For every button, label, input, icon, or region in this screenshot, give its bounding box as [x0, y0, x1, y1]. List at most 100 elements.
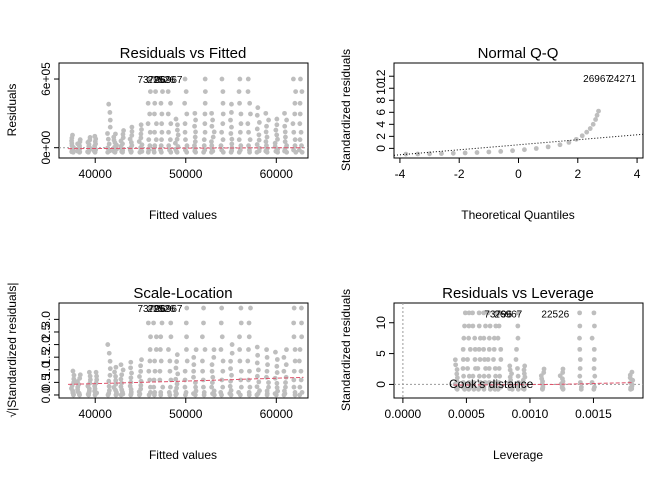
data-point	[145, 121, 151, 127]
data-point	[120, 135, 126, 141]
data-point	[147, 129, 153, 135]
y-tick-label: 8	[374, 97, 388, 104]
data-point	[167, 137, 173, 143]
data-point	[274, 122, 280, 128]
data-point	[113, 374, 118, 379]
data-point	[159, 121, 165, 127]
data-point	[491, 335, 497, 341]
data-point	[127, 136, 133, 142]
data-point	[160, 89, 165, 95]
data-point	[254, 112, 260, 118]
data-point	[147, 377, 153, 383]
data-point	[113, 378, 119, 383]
y-tick-label: 10	[374, 316, 388, 330]
data-point	[284, 117, 290, 123]
data-point	[236, 389, 242, 395]
data-point	[218, 347, 224, 352]
data-point	[220, 137, 226, 143]
data-point	[238, 368, 244, 374]
data-point	[541, 370, 547, 375]
data-point	[112, 369, 117, 375]
data-point	[77, 137, 83, 143]
data-point	[454, 367, 460, 372]
data-point	[145, 320, 151, 326]
data-point	[219, 305, 225, 311]
data-point	[238, 320, 244, 326]
data-point	[466, 373, 472, 379]
data-point	[266, 384, 271, 390]
data-point	[184, 111, 190, 117]
data-point	[590, 121, 596, 127]
data-point	[136, 139, 142, 144]
data-point	[237, 129, 243, 135]
data-point	[516, 380, 521, 385]
data-point	[218, 143, 224, 149]
data-point	[182, 76, 188, 82]
cooks-distance-label: Cook's distance	[449, 377, 534, 391]
data-point	[158, 334, 164, 340]
data-point	[113, 131, 118, 137]
data-point	[496, 380, 502, 385]
data-point	[118, 376, 124, 382]
data-point	[220, 100, 226, 106]
data-point	[211, 355, 217, 360]
outlier-point-label: 22526	[541, 309, 569, 320]
data-point	[151, 384, 157, 390]
data-point	[220, 358, 226, 364]
data-point	[247, 147, 252, 153]
data-point	[403, 151, 409, 157]
data-point	[560, 366, 566, 372]
data-point	[299, 389, 305, 395]
data-point	[71, 380, 77, 385]
data-point	[515, 335, 521, 341]
data-point	[478, 380, 483, 385]
data-point	[482, 380, 488, 385]
data-point	[152, 111, 157, 117]
y-axis-label: Residuals	[5, 84, 19, 137]
data-point	[184, 334, 189, 340]
data-point	[296, 358, 302, 364]
data-point	[220, 89, 226, 95]
data-point	[291, 147, 296, 153]
data-point	[200, 368, 206, 374]
data-point	[107, 366, 113, 372]
data-point	[291, 129, 297, 135]
data-point	[128, 365, 134, 371]
outlier-point-label: 73796	[137, 304, 165, 315]
y-tick-label: 0e+00	[39, 131, 53, 165]
data-point	[470, 373, 476, 379]
data-point	[246, 320, 252, 326]
data-point	[283, 362, 289, 368]
data-point	[254, 360, 260, 366]
y-tick-label: 10	[374, 81, 388, 95]
data-point	[158, 147, 164, 153]
data-point	[168, 100, 173, 106]
data-point	[254, 373, 260, 379]
data-point	[168, 334, 174, 340]
data-point	[255, 367, 261, 373]
data-point	[238, 143, 244, 149]
data-point	[106, 141, 112, 147]
data-point	[193, 129, 198, 135]
data-point	[454, 378, 460, 384]
data-point	[129, 370, 134, 376]
data-point	[229, 124, 234, 130]
data-point	[466, 335, 472, 341]
data-point	[219, 129, 225, 135]
data-point	[493, 373, 499, 379]
data-point	[486, 149, 492, 155]
data-point	[566, 139, 572, 145]
data-point	[245, 121, 251, 127]
data-point	[238, 111, 244, 117]
data-point	[146, 368, 152, 374]
data-point	[274, 357, 280, 362]
y-tick-label: 2.0	[39, 336, 53, 353]
data-point	[229, 110, 234, 115]
data-point	[256, 132, 262, 138]
data-point	[247, 384, 253, 390]
plot-frame	[58, 62, 309, 159]
data-point	[450, 150, 456, 156]
data-point	[483, 366, 489, 371]
data-point	[291, 377, 297, 383]
data-point	[152, 143, 158, 149]
